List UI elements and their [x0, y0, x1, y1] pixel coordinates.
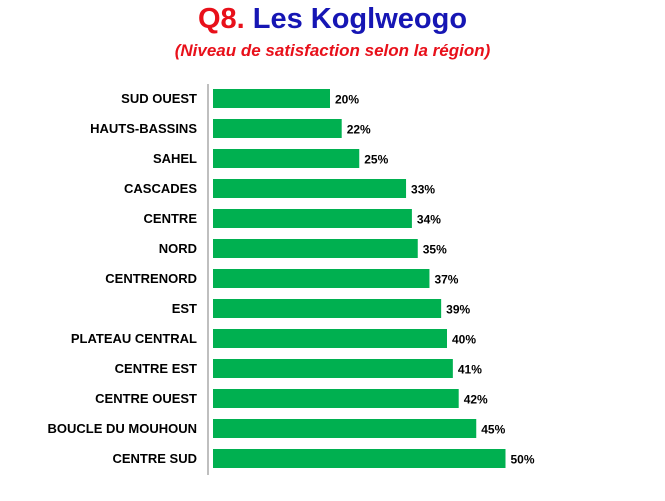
bar	[213, 449, 506, 468]
bar	[213, 419, 477, 438]
value-label: 25%	[364, 153, 388, 167]
bars-layer: SUD OUEST 20% HAUTS-BASSINS 22% SAHEL 25% CASC…	[48, 89, 535, 468]
category-label: SUD OUEST	[121, 91, 197, 106]
bar-group: CASCADES 33%	[124, 179, 435, 198]
title-prefix: Q8.	[197, 3, 245, 35]
category-label: CENTRE OUEST	[95, 391, 197, 406]
bar-group: EST 39%	[172, 299, 470, 318]
category-label: PLATEAU CENTRAL	[71, 331, 197, 346]
bar	[213, 89, 330, 108]
bar	[213, 389, 459, 408]
category-label: CENTRE EST	[115, 361, 197, 376]
bar-group: CENTRE 34%	[144, 209, 441, 228]
category-label: CENTRE	[144, 211, 198, 226]
bar	[213, 299, 442, 318]
category-label: NORD	[159, 241, 197, 256]
value-label: 20%	[335, 93, 359, 107]
value-label: 45%	[481, 423, 505, 437]
category-label: EST	[172, 301, 197, 316]
bar-group: BOUCLE DU MOUHOUN 45%	[48, 419, 506, 438]
bar	[213, 329, 447, 348]
value-label: 42%	[464, 393, 488, 407]
bar-group: HAUTS-BASSINS 22%	[90, 119, 371, 138]
bar-group: PLATEAU CENTRAL 40%	[71, 329, 476, 348]
bar-group: CENTRE EST 41%	[115, 359, 482, 378]
bar	[213, 149, 360, 168]
bar-group: SAHEL 25%	[153, 149, 389, 168]
value-label: 41%	[458, 363, 482, 377]
bar-group: CENTRE SUD 50%	[112, 449, 535, 468]
category-label: CENTRENORD	[105, 271, 197, 286]
chart-subtitle: (Niveau de satisfaction selon la région)	[174, 41, 491, 60]
bar	[213, 239, 418, 258]
chart-title: Q8. Les Koglweogo	[0, 2, 665, 36]
category-label: BOUCLE DU MOUHOUN	[48, 421, 198, 436]
bar	[213, 179, 407, 198]
value-label: 33%	[411, 183, 435, 197]
bar-group: SUD OUEST 20%	[121, 89, 359, 108]
bar-group: NORD 35%	[159, 239, 447, 258]
bar	[213, 209, 412, 228]
category-label: HAUTS-BASSINS	[90, 121, 197, 136]
value-label: 39%	[446, 303, 470, 317]
title-main: Les Koglweogo	[252, 3, 468, 35]
bar-group: CENTRE OUEST 42%	[95, 389, 488, 408]
bar	[213, 269, 430, 288]
bar	[213, 359, 453, 378]
value-label: 40%	[452, 333, 476, 347]
value-label: 35%	[423, 243, 447, 257]
value-label: 34%	[417, 213, 441, 227]
category-label: CASCADES	[124, 181, 197, 196]
category-label: SAHEL	[153, 151, 197, 166]
value-label: 22%	[347, 123, 371, 137]
bar-group: CENTRENORD 37%	[105, 269, 459, 288]
category-label: CENTRE SUD	[112, 451, 197, 466]
bar	[213, 119, 342, 138]
value-label: 50%	[511, 453, 535, 467]
value-label: 37%	[434, 273, 458, 287]
